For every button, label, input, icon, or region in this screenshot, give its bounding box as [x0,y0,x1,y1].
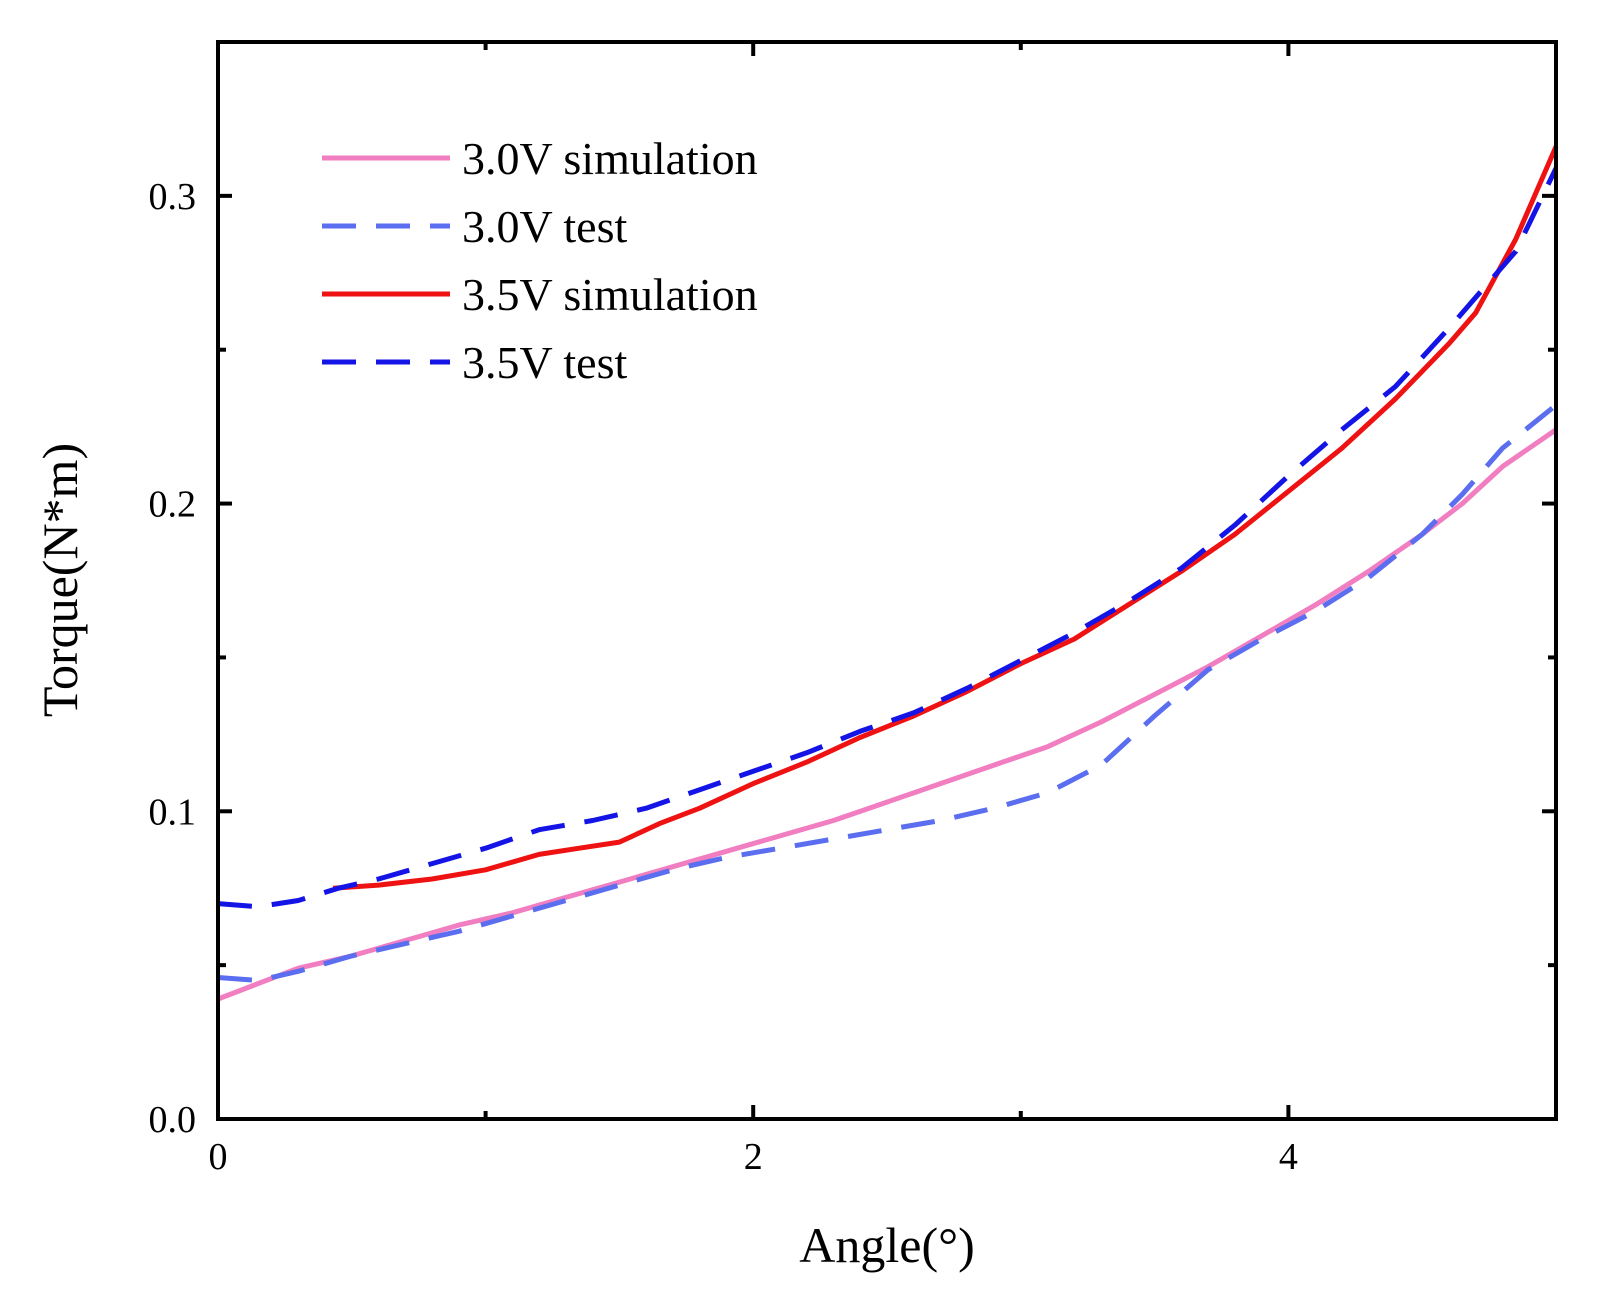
legend-label-3: 3.5V simulation [462,269,758,320]
y-tick-label: 0.1 [149,791,197,833]
x-tick-label: 0 [209,1136,228,1178]
legend-label-4: 3.5V test [462,337,627,388]
x-tick-label: 4 [1279,1136,1298,1178]
x-axis-title: Angle(°) [799,1217,975,1273]
y-tick-label: 0.3 [149,176,197,218]
plot-frame [216,40,1558,1121]
y-tick-label: 0.2 [149,484,197,526]
series-line-4 [217,167,1559,910]
tick-layer [216,42,1558,1121]
y-tick-label: 0.0 [149,1099,197,1141]
legend-label-2: 3.0V test [462,201,627,252]
legend-label-1: 3.0V simulation [462,133,758,184]
y-axis-title: Torque(N*m) [32,443,88,717]
series-line-2 [217,403,1558,983]
series-line-1 [217,427,1558,1002]
x-tick-label: 2 [744,1136,763,1178]
series-line-3 [332,145,1559,891]
legend: 3.0V simulation 3.0V test 3.5V simulation 3… [322,133,758,388]
label-layer: 0.0 0.1 0.2 0.3 0 2 4 [149,176,1298,1178]
series-layer [217,145,1559,1002]
